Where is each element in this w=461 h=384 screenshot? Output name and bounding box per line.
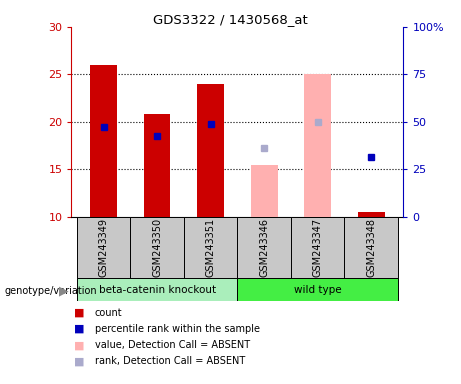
Bar [184, 217, 237, 278]
Text: GSM243350: GSM243350 [152, 218, 162, 277]
Text: GSM243347: GSM243347 [313, 218, 323, 277]
Bar [144, 114, 171, 217]
Bar [130, 217, 184, 278]
Bar [304, 74, 331, 217]
Bar [358, 212, 384, 217]
Text: ■: ■ [74, 340, 84, 350]
Text: ■: ■ [74, 356, 84, 366]
Text: wild type: wild type [294, 285, 342, 295]
Text: rank, Detection Call = ABSENT: rank, Detection Call = ABSENT [95, 356, 245, 366]
Bar [237, 217, 291, 278]
Bar [77, 278, 237, 301]
Text: ▶: ▶ [59, 284, 68, 297]
Text: percentile rank within the sample: percentile rank within the sample [95, 324, 260, 334]
Text: count: count [95, 308, 122, 318]
Text: GSM243348: GSM243348 [366, 218, 376, 277]
Text: GSM243349: GSM243349 [99, 218, 109, 277]
Bar [77, 217, 130, 278]
Text: ■: ■ [74, 308, 84, 318]
Bar [90, 65, 117, 217]
Text: ■: ■ [74, 324, 84, 334]
Bar [344, 217, 398, 278]
Bar [197, 84, 224, 217]
Bar [251, 165, 278, 217]
Text: GSM243346: GSM243346 [259, 218, 269, 277]
Text: genotype/variation: genotype/variation [5, 286, 97, 296]
Bar [291, 217, 344, 278]
Bar [237, 278, 398, 301]
Text: beta-catenin knockout: beta-catenin knockout [99, 285, 216, 295]
Text: value, Detection Call = ABSENT: value, Detection Call = ABSENT [95, 340, 249, 350]
Text: GDS3322 / 1430568_at: GDS3322 / 1430568_at [153, 13, 308, 26]
Text: GSM243351: GSM243351 [206, 218, 216, 277]
